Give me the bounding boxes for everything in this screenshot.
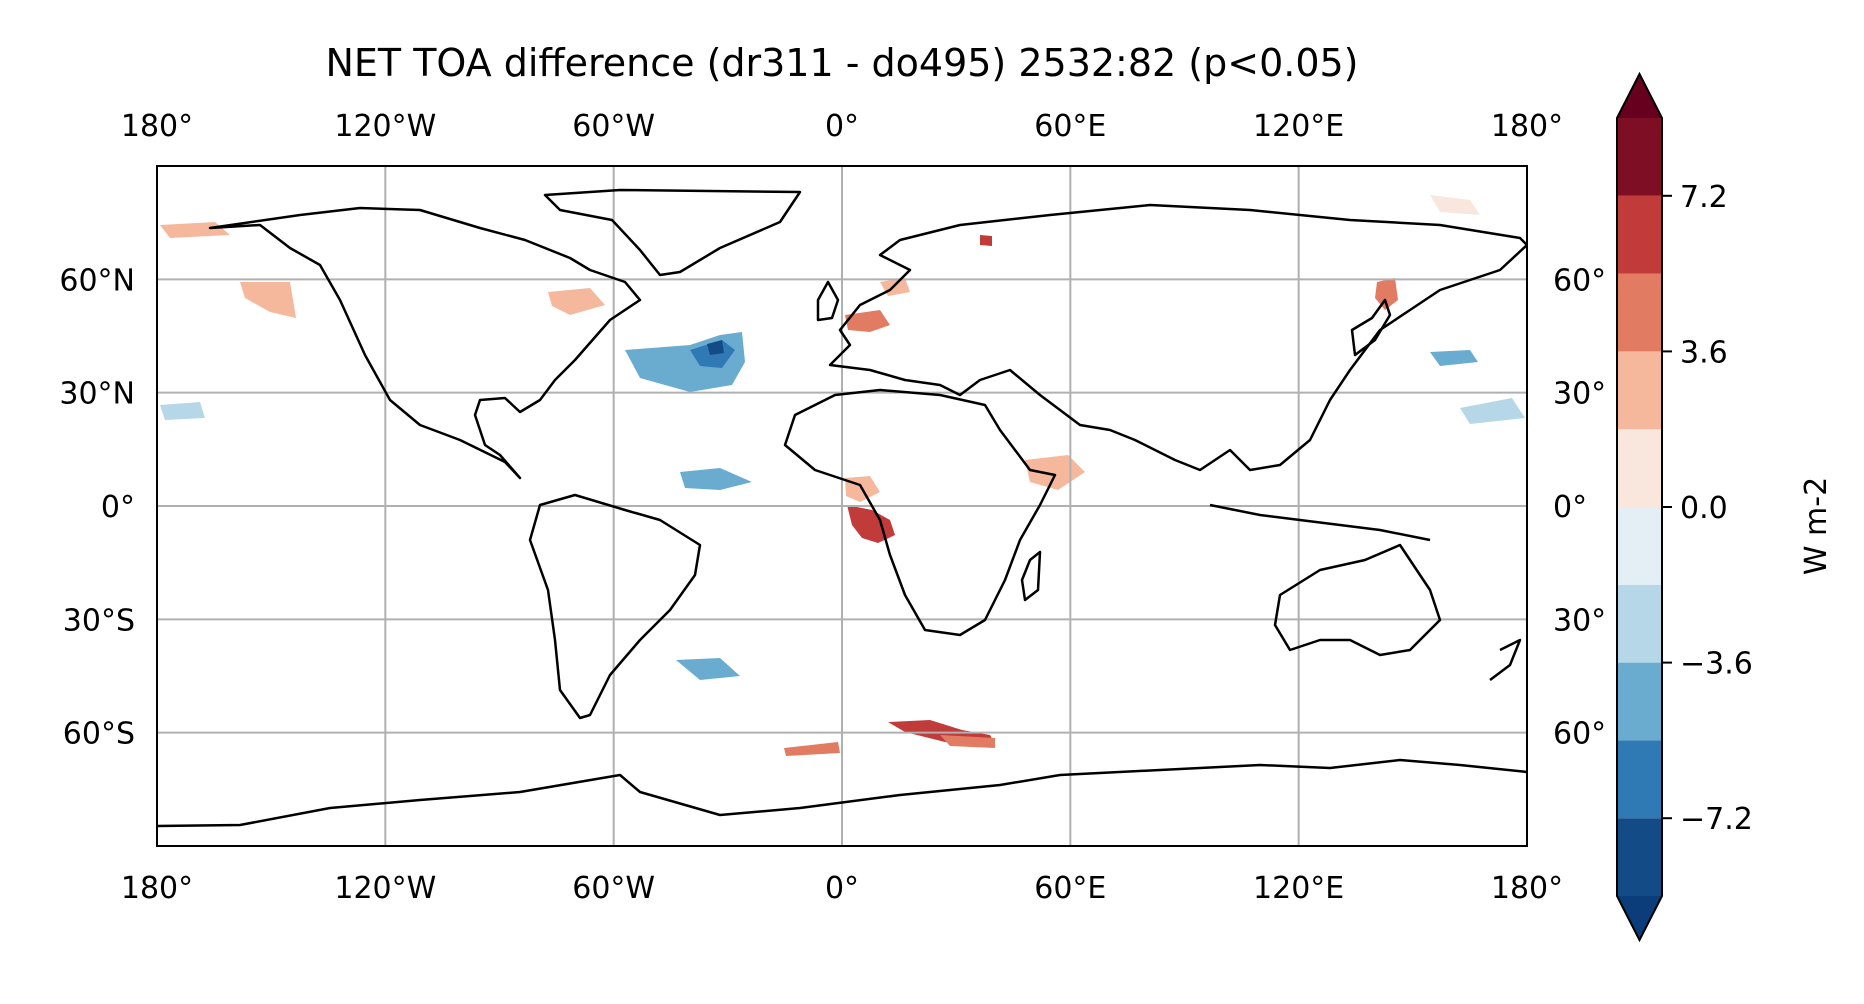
colorbar-tick-label: 3.6 <box>1680 335 1728 370</box>
anomaly-patch-pacific-east-japan <box>1430 350 1478 366</box>
coastlines <box>157 188 1527 828</box>
x-tick-label-bottom: 180° <box>1491 871 1563 906</box>
colorbar-tick-label: −7.2 <box>1680 802 1753 837</box>
y-ticks-right: 60° 30° 0° 30° 60° <box>1553 263 1606 751</box>
colorbar-band <box>1617 118 1662 196</box>
coastline-africa <box>783 388 1057 637</box>
colorbar-extend-max <box>1617 74 1662 118</box>
map-frame <box>156 165 1528 847</box>
coastline-uk <box>816 280 840 322</box>
anomaly-patch-arctic-east <box>1430 195 1480 215</box>
x-tick-label-bottom: 120°E <box>1253 871 1344 906</box>
colorbar-band <box>1617 195 1662 274</box>
y-tick-label-right: 30° <box>1553 377 1606 412</box>
y-tick-label-left: 30°S <box>63 603 135 638</box>
map-title: NET TOA difference (dr311 - do495) 2532:… <box>325 41 1358 85</box>
colorbar-band <box>1617 818 1662 896</box>
y-tick-label-left: 60°S <box>63 717 135 752</box>
anomaly-patch-equatorial-atlantic <box>680 468 752 490</box>
y-tick-label-right: 60° <box>1553 717 1606 752</box>
x-tick-label-bottom: 60°W <box>572 871 655 906</box>
anomaly-patch-south-atlantic-pos <box>784 742 840 756</box>
x-tick-label-top: 0° <box>825 109 859 144</box>
colorbar-tick-label: 0.0 <box>1680 491 1728 526</box>
coastline-north-america <box>208 206 642 480</box>
colorbar-band <box>1617 429 1662 507</box>
y-tick-label-right: 0° <box>1553 490 1587 525</box>
x-tick-label-bottom: 60°E <box>1034 871 1106 906</box>
anomaly-patch-southern-ocean-b <box>940 735 995 748</box>
y-tick-label-right: 30° <box>1553 603 1606 638</box>
colorbar-band <box>1617 351 1662 430</box>
x-ticks-bottom: 180° 120°W 60°W 0° 60°E 120°E 180° <box>121 871 1563 906</box>
anomaly-patch-canada <box>548 288 605 315</box>
coastline-eurasia <box>828 203 1527 472</box>
coastline-greenland <box>543 188 802 277</box>
x-tick-label-bottom: 120°W <box>334 871 436 906</box>
colorbar-band <box>1617 662 1662 741</box>
coastline-australia <box>1273 543 1442 657</box>
x-tick-label-bottom: 180° <box>121 871 193 906</box>
x-tick-label-top: 180° <box>121 109 193 144</box>
colorbar-band <box>1617 273 1662 352</box>
colorbar-label: W m-2 <box>1799 477 1834 575</box>
coastline-madagascar <box>1020 550 1042 602</box>
x-tick-label-top: 180° <box>1491 109 1563 144</box>
coastline-south-america <box>528 493 702 720</box>
anomaly-patch-europe <box>845 310 890 332</box>
anomaly-patch-barents <box>980 235 992 246</box>
colorbar-tick-label: 7.2 <box>1680 180 1728 215</box>
colorbar-band <box>1617 740 1662 819</box>
y-ticks-left: 60°N 30°N 0° 30°S 60°S <box>59 263 135 751</box>
y-tick-label-left: 60°N <box>59 263 135 298</box>
x-ticks-top: 180° 120°W 60°W 0° 60°E 120°E 180° <box>121 109 1563 144</box>
x-tick-label-top: 60°E <box>1034 109 1106 144</box>
y-tick-label-left: 30°N <box>59 377 135 412</box>
coastline-japan <box>1350 298 1392 357</box>
colorbar-extend-min <box>1617 896 1662 940</box>
anomaly-patch-okhotsk <box>1375 278 1398 310</box>
map-area <box>156 165 1528 847</box>
anomaly-patch-north-atlantic-deep <box>707 340 724 355</box>
x-tick-label-top: 60°W <box>572 109 655 144</box>
colorbar: 7.2 3.6 0.0 −3.6 −7.2 <box>1616 71 1753 943</box>
colorbar-band <box>1617 507 1662 585</box>
colorbar-tick-label: −3.6 <box>1680 647 1753 682</box>
y-tick-label-left: 0° <box>101 490 135 525</box>
anomaly-patch-pacific-north <box>1460 398 1525 424</box>
coastline-new-zealand <box>1489 638 1522 681</box>
colorbar-band <box>1617 584 1662 663</box>
y-tick-label-right: 60° <box>1553 263 1606 298</box>
x-tick-label-top: 120°E <box>1253 109 1344 144</box>
anomaly-patch-pacific-west <box>160 402 205 420</box>
anomaly-patch-south-atlantic-neg <box>676 658 740 680</box>
anomaly-patch-arctic-west <box>160 222 230 238</box>
x-tick-label-top: 120°W <box>334 109 436 144</box>
anomaly-fields <box>160 195 1525 756</box>
coastline-indonesia <box>1209 503 1431 542</box>
colorbar-outline <box>1616 71 1663 943</box>
anomaly-patch-alaska <box>240 282 296 318</box>
coastline-antarctica <box>157 758 1527 828</box>
x-tick-label-bottom: 0° <box>825 871 859 906</box>
